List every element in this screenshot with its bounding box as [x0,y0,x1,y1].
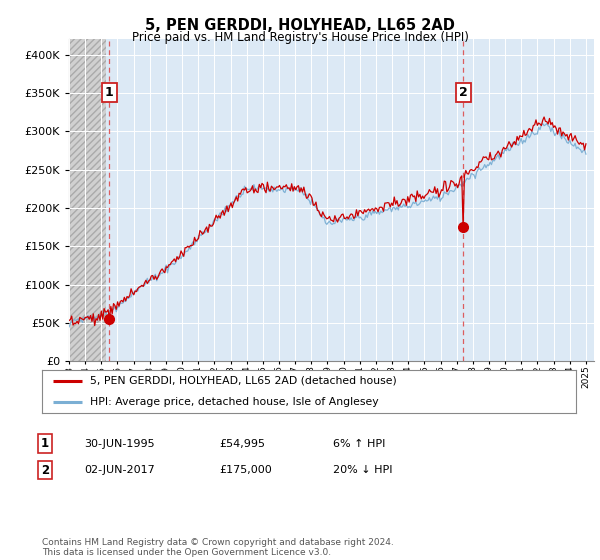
Text: £54,995: £54,995 [219,438,265,449]
Text: 1: 1 [41,437,49,450]
Text: HPI: Average price, detached house, Isle of Anglesey: HPI: Average price, detached house, Isle… [90,397,379,407]
Text: £175,000: £175,000 [219,465,272,475]
Text: 20% ↓ HPI: 20% ↓ HPI [333,465,392,475]
Bar [69,39,106,361]
Text: 5, PEN GERDDI, HOLYHEAD, LL65 2AD (detached house): 5, PEN GERDDI, HOLYHEAD, LL65 2AD (detac… [90,376,397,386]
Text: 02-JUN-2017: 02-JUN-2017 [84,465,155,475]
Text: Contains HM Land Registry data © Crown copyright and database right 2024.
This d: Contains HM Land Registry data © Crown c… [42,538,394,557]
Text: 2: 2 [459,86,468,99]
Text: 5, PEN GERDDI, HOLYHEAD, LL65 2AD: 5, PEN GERDDI, HOLYHEAD, LL65 2AD [145,18,455,34]
Text: 30-JUN-1995: 30-JUN-1995 [84,438,155,449]
Text: Price paid vs. HM Land Registry's House Price Index (HPI): Price paid vs. HM Land Registry's House … [131,31,469,44]
Text: 1: 1 [105,86,114,99]
Text: 2: 2 [41,464,49,477]
Text: 6% ↑ HPI: 6% ↑ HPI [333,438,385,449]
